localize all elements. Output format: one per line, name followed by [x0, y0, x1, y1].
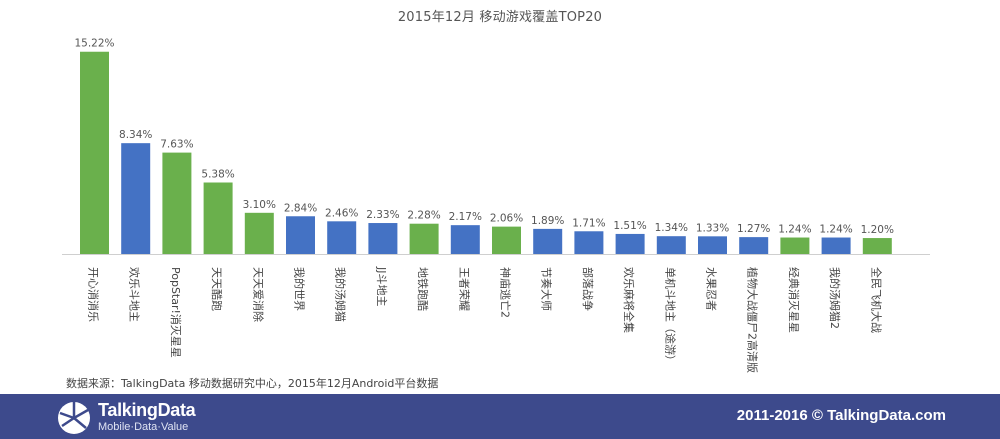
chart-title: 2015年12月 移动游戏覆盖TOP20	[397, 10, 603, 25]
category-label-10: 王者荣耀	[457, 267, 470, 311]
talkingdata-logo: TalkingData Mobile·Data·Value	[56, 400, 286, 436]
value-label-14: 1.51%	[613, 220, 646, 232]
category-label-4: 天天酷跑	[210, 267, 224, 311]
value-label-9: 2.28%	[407, 210, 440, 222]
bar-17	[739, 237, 769, 254]
value-label-18: 1.24%	[778, 224, 811, 236]
bar-2	[121, 143, 151, 254]
value-label-15: 1.34%	[655, 222, 688, 234]
category-label-14: 欢乐麻将全集	[622, 267, 636, 333]
value-label-16: 1.33%	[696, 222, 729, 234]
category-label-3: PopStar!消灭星星	[169, 267, 183, 358]
category-label-12: 节奏大师	[540, 267, 554, 311]
bar-20	[862, 238, 892, 254]
category-label-8: JJ斗地主	[375, 266, 388, 307]
category-label-6: 我的世界	[293, 267, 307, 311]
value-label-4: 5.38%	[201, 169, 234, 181]
category-label-1: 开心消消乐	[87, 267, 101, 322]
category-label-16: 水果忍者	[705, 267, 718, 311]
value-label-6: 2.84%	[284, 202, 317, 214]
value-label-3: 7.63%	[160, 139, 193, 151]
bar-9	[409, 223, 439, 254]
bar-chart: 15.22% 开心消消乐 8.34% 欢乐斗地主 7.63% PopStar!消灭星星 5.…	[62, 38, 930, 373]
value-label-8: 2.33%	[366, 209, 399, 221]
value-label-2: 8.34%	[119, 129, 152, 141]
category-label-15: 单机斗地主（途游）	[663, 267, 677, 366]
category-label-11: 神庙逃亡2	[499, 267, 513, 318]
value-label-5: 3.10%	[243, 199, 276, 211]
value-label-1: 15.22%	[74, 38, 114, 50]
category-label-2: 欢乐斗地主	[128, 267, 142, 322]
bar-13	[574, 231, 604, 254]
logo-circle-icon	[58, 402, 90, 434]
value-label-19: 1.24%	[819, 224, 852, 236]
category-label-20: 全民飞机大战	[869, 267, 883, 333]
category-label-5: 天天爱消除	[251, 267, 265, 322]
value-label-13: 1.71%	[572, 217, 605, 229]
data-source-note: 数据来源：TalkingData 移动数据研究中心，2015年12月Androi…	[66, 377, 439, 390]
bar-18	[780, 237, 810, 254]
bar-1	[80, 51, 109, 255]
category-label-19: 我的汤姆猫2	[828, 267, 842, 329]
category-label-7: 我的汤姆猫	[334, 267, 348, 322]
bar-4	[203, 182, 233, 254]
bar-8	[368, 223, 398, 254]
bar-6	[286, 216, 315, 254]
copyright-text: 2011-2016 © TalkingData.com	[736, 407, 946, 424]
category-label-9: 地铁跑酷	[416, 267, 430, 311]
bar-12	[533, 228, 563, 254]
value-label-17: 1.27%	[737, 223, 770, 235]
value-label-20: 1.20%	[861, 224, 894, 236]
bar-15	[656, 236, 686, 254]
value-label-11: 2.06%	[490, 213, 523, 225]
category-label-17: 植物大战僵尸2高清版	[746, 267, 760, 373]
bar-3	[162, 152, 192, 254]
value-label-10: 2.17%	[449, 211, 482, 223]
bar-7	[327, 221, 357, 254]
bar-19	[821, 237, 851, 254]
bar-11	[492, 226, 521, 254]
bar-5	[244, 212, 274, 254]
footer-banner: TalkingData Mobile·Data·Value 2011-2016 …	[0, 394, 1000, 439]
value-label-12: 1.89%	[531, 215, 564, 227]
bar-16	[698, 236, 727, 254]
bar-14	[615, 233, 645, 254]
category-label-18: 经典消灭星星	[787, 267, 801, 333]
logo-name: TalkingData	[98, 400, 196, 420]
bar-10	[450, 225, 480, 254]
value-label-7: 2.46%	[325, 207, 358, 219]
logo-tagline: Mobile·Data·Value	[98, 421, 189, 433]
category-label-13: 部落战争	[581, 267, 595, 311]
